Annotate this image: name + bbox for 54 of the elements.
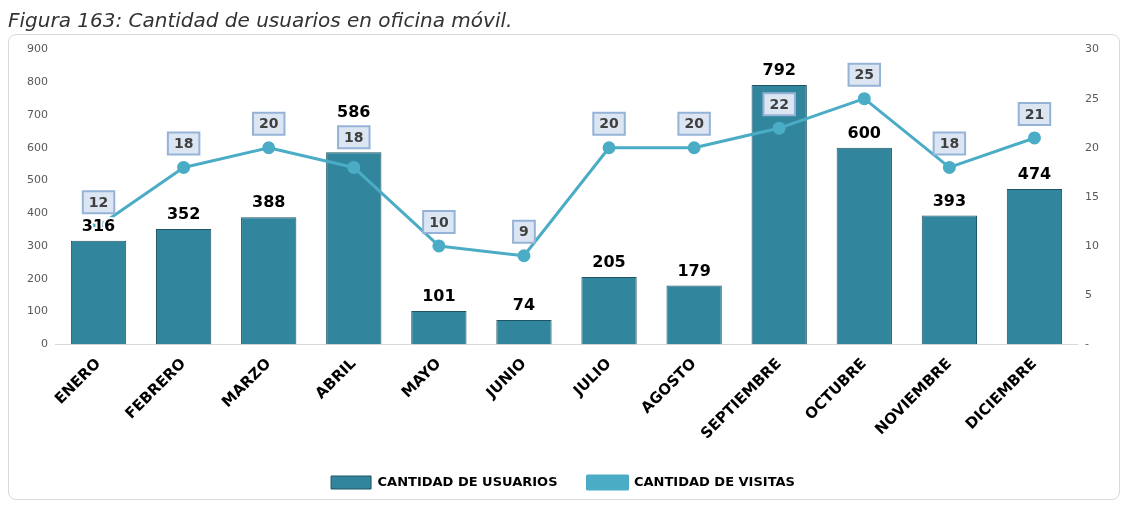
legend-label: CANTIDAD DE VISITAS [634,473,795,489]
point [262,141,276,155]
y-tick-label: 0 [41,336,48,350]
data-label: 179 [677,260,711,280]
y2-tick-label: 20 [1085,140,1099,154]
data-label: 18 [173,135,194,152]
data-label: 20 [684,115,705,132]
data-label: 10 [429,213,449,230]
point [857,92,871,106]
data-label: 74 [512,295,536,315]
y2-tick-label: 15 [1085,189,1099,203]
y2-tick-label: 5 [1085,287,1092,301]
y-tick-label: 800 [27,75,48,89]
y-tick-label: 400 [27,206,48,220]
y-tick-label: 300 [27,238,48,252]
data-label: 352 [166,204,201,224]
point [517,249,531,263]
point [1027,131,1041,145]
point [687,141,701,155]
data-label: 101 [422,286,456,306]
y-tick-label: 600 [27,140,48,154]
y-tick-label: 700 [27,107,48,121]
data-label: 20 [599,115,620,132]
data-label: 21 [1024,105,1045,122]
data-label: 25 [854,66,875,83]
chart-title: Figura 163: Cantidad de usuarios en oficina móvil. [8,8,514,34]
y-tick-label: 900 [27,42,48,56]
data-label: 792 [762,60,796,80]
legend-label: CANTIDAD DE USUARIOS [377,473,558,489]
data-label: 205 [592,252,626,272]
point [432,239,446,253]
y2-tick-label: - [1085,336,1089,350]
y2-tick-label: 25 [1085,91,1099,105]
data-label: 474 [1017,164,1052,184]
point [772,121,786,135]
data-label: 18 [344,129,364,145]
data-label: 12 [88,193,109,210]
data-label: 20 [258,115,279,132]
data-label: 393 [932,190,967,210]
y-tick-label: 100 [27,304,48,318]
data-label: 586 [337,101,371,121]
y2-tick-label: 10 [1085,238,1099,252]
y-tick-label: 200 [27,271,48,285]
point [942,160,956,174]
y2-tick-label: 30 [1085,42,1099,56]
point [347,160,361,174]
data-label: 600 [847,122,881,142]
point [177,160,191,174]
point [602,141,616,155]
y-tick-label: 500 [27,173,48,187]
data-label: 9 [519,223,529,240]
data-label: 22 [769,95,789,112]
data-label: 18 [939,135,960,152]
data-label: 388 [252,192,286,212]
